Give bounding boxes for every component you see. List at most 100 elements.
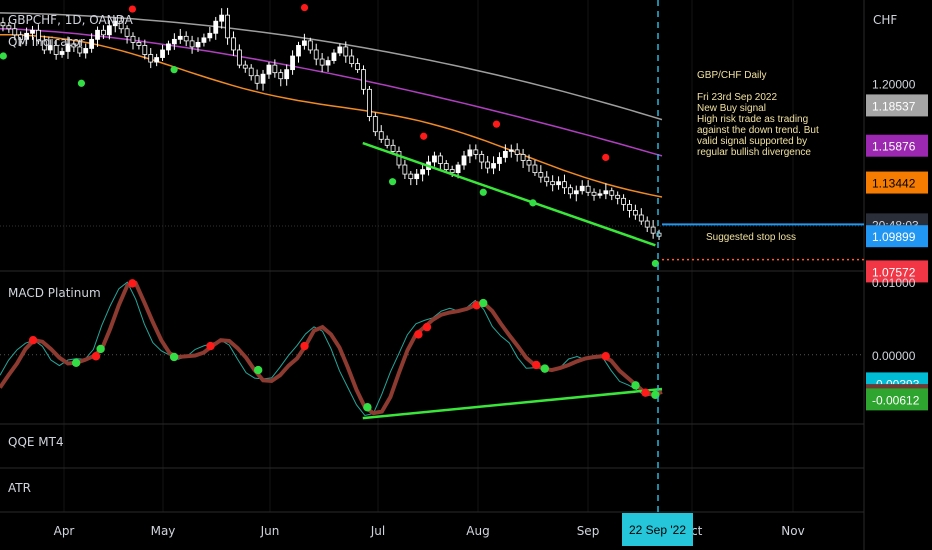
candle	[290, 50, 295, 75]
macd-pane-title[interactable]: MACD Platinum	[8, 286, 101, 300]
vertical-grid	[63, 0, 794, 512]
qqe-pane-title[interactable]: QQE MT4	[8, 435, 64, 449]
candle	[296, 41, 301, 63]
candle	[225, 7, 230, 45]
candle	[562, 174, 567, 195]
time-axis-label: Nov	[781, 524, 804, 538]
indicator-title[interactable]: QM Indicator	[8, 35, 85, 49]
candle	[473, 144, 479, 160]
price-trendline	[362, 141, 656, 247]
candle	[644, 216, 650, 233]
candle	[550, 175, 556, 192]
candle	[18, 31, 24, 47]
sell-signal-dot	[128, 5, 136, 13]
candle	[219, 8, 225, 29]
candle	[337, 43, 343, 57]
sell-signal-dot	[492, 120, 501, 128]
candle	[497, 152, 502, 171]
stop-loss-label: Suggested stop loss	[706, 232, 796, 243]
macd-buy-dot	[71, 358, 81, 367]
candle	[95, 26, 100, 47]
candle	[372, 112, 378, 137]
time-axis-label: May	[151, 524, 176, 538]
price-axis-badge: 1.13442	[866, 171, 928, 194]
svg-text:1.07572: 1.07572	[872, 265, 916, 279]
candle	[479, 150, 485, 170]
candle	[432, 151, 437, 167]
candle	[633, 204, 638, 220]
candle	[118, 16, 124, 34]
macd-axis-tick: 0.00000	[872, 349, 916, 363]
candle	[544, 171, 550, 187]
candle	[538, 165, 544, 183]
macd-axis-tick: 0.01000	[872, 276, 916, 290]
candle	[573, 185, 579, 202]
candle	[331, 49, 337, 64]
candle	[266, 62, 272, 79]
annotation-line: valid signal supported by	[697, 136, 807, 147]
candle	[83, 43, 89, 59]
candle	[609, 187, 615, 201]
buy-signal-dot	[388, 178, 397, 186]
price-axis-tick: 1.20000	[872, 77, 916, 91]
price-axis-badge: 1.07572	[866, 260, 928, 283]
macd-buy-dot	[253, 365, 263, 375]
candle	[166, 40, 171, 55]
time-axis-label: Sep	[577, 524, 600, 538]
time-axis[interactable]: AprMayJunJulAugSepOctNov	[54, 524, 805, 538]
candle	[189, 35, 195, 54]
price-pane[interactable]	[0, 3, 864, 268]
candle	[390, 139, 396, 155]
candle	[112, 17, 118, 33]
macd-pane[interactable]	[0, 279, 864, 420]
candle	[24, 27, 29, 45]
candle	[384, 135, 390, 149]
candles	[0, 7, 662, 240]
candle	[402, 159, 408, 180]
candle	[621, 194, 626, 211]
candle	[248, 64, 254, 81]
moving-average-line	[0, 34, 663, 198]
candle	[313, 43, 319, 66]
candle	[502, 144, 508, 163]
candle	[556, 176, 561, 190]
candle	[142, 39, 148, 60]
candle	[47, 39, 53, 54]
candle	[242, 60, 248, 73]
candle	[136, 37, 142, 50]
candle	[650, 220, 656, 239]
candle	[71, 40, 77, 52]
buy-signal-dot	[0, 52, 7, 60]
candle	[414, 169, 420, 186]
time-axis-label: Aug	[466, 524, 489, 538]
candle	[231, 31, 236, 56]
macd-buy-dot	[479, 298, 488, 308]
price-axis[interactable]: 1.200001.185371.158761.1344220:48:031.09…	[866, 77, 928, 411]
macd-buy-dot	[631, 381, 640, 390]
moving-averages	[0, 12, 663, 198]
candle	[307, 37, 313, 54]
moving-average-line	[0, 28, 663, 157]
candle	[65, 36, 71, 59]
candle	[378, 125, 384, 143]
candle	[461, 150, 467, 170]
candle	[526, 154, 532, 172]
candle	[532, 159, 538, 176]
candle	[319, 53, 325, 73]
price-axis-badge: 1.15876	[866, 134, 928, 157]
atr-pane-title[interactable]: ATR	[8, 481, 31, 495]
candle	[656, 229, 662, 240]
sell-signal-dot	[300, 3, 309, 12]
candle	[284, 64, 290, 86]
candle	[437, 152, 443, 171]
candle	[396, 146, 402, 169]
candle	[627, 199, 632, 218]
macd-sell-dot	[414, 330, 423, 339]
candle	[302, 33, 307, 50]
candle	[638, 208, 644, 225]
candle	[615, 191, 621, 205]
symbol-title: GBPCHF, 1D, OANDA	[8, 13, 134, 27]
candle	[106, 20, 112, 40]
macd-sell-dot	[28, 336, 38, 345]
